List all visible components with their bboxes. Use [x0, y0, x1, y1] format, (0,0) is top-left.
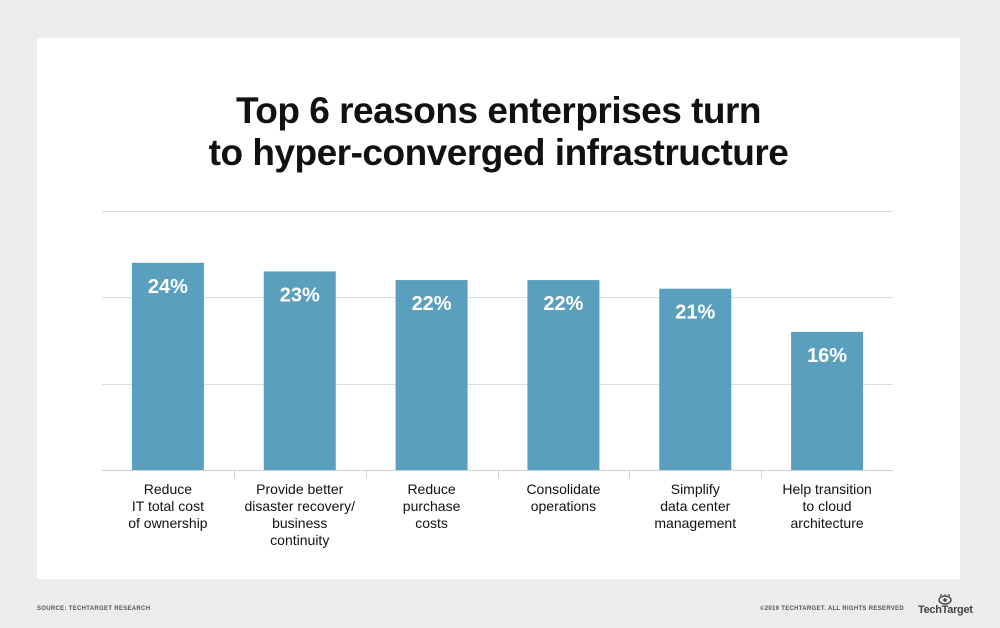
- bar: [527, 280, 600, 470]
- bar-value-label: 24%: [148, 276, 188, 298]
- category-label: IT total cost: [132, 498, 204, 514]
- category-label: costs: [415, 515, 448, 531]
- category-label: Simplify: [671, 481, 720, 497]
- category-label: management: [654, 515, 736, 531]
- chart-title-line-2: to hyper-converged infrastructure: [208, 132, 789, 173]
- category-label: Provide better: [256, 481, 343, 497]
- category-label: of ownership: [128, 515, 208, 531]
- category-label: disaster recovery/: [245, 498, 356, 514]
- bar-value-label: 22%: [412, 293, 452, 315]
- category-label: Reduce: [144, 481, 192, 497]
- bar: [263, 271, 336, 470]
- bar-value-label: 23%: [280, 284, 320, 306]
- category-label: purchase: [403, 498, 461, 514]
- copyright-note: ©2019 TECHTARGET. ALL RIGHTS RESERVED: [760, 606, 904, 612]
- category-label: operations: [531, 498, 596, 514]
- logo-wordmark: TechTarget: [918, 604, 973, 616]
- bar: [395, 280, 468, 470]
- category-label: Consolidate: [526, 481, 600, 497]
- bar: [131, 262, 204, 470]
- brand-logo: TechTarget: [918, 594, 973, 618]
- category-label: business: [272, 515, 327, 531]
- category-label: data center: [660, 498, 730, 514]
- bar-value-label: 16%: [807, 345, 847, 367]
- category-label: architecture: [791, 515, 864, 531]
- chart-title: Top 6 reasons enterprises turn to hyper-…: [37, 90, 960, 174]
- source-note: SOURCE: TECHTARGET RESEARCH: [37, 606, 151, 612]
- category-label: to cloud: [803, 498, 852, 514]
- category-label: continuity: [270, 532, 329, 548]
- techtarget-eye-icon: [938, 594, 952, 605]
- category-label: Reduce: [407, 481, 455, 497]
- category-label: Help transition: [782, 481, 872, 497]
- bar: [791, 331, 864, 470]
- bar-value-label: 22%: [543, 293, 583, 315]
- bar: [659, 288, 732, 470]
- chart-title-line-1: Top 6 reasons enterprises turn: [235, 90, 762, 131]
- bar-value-label: 21%: [675, 302, 715, 324]
